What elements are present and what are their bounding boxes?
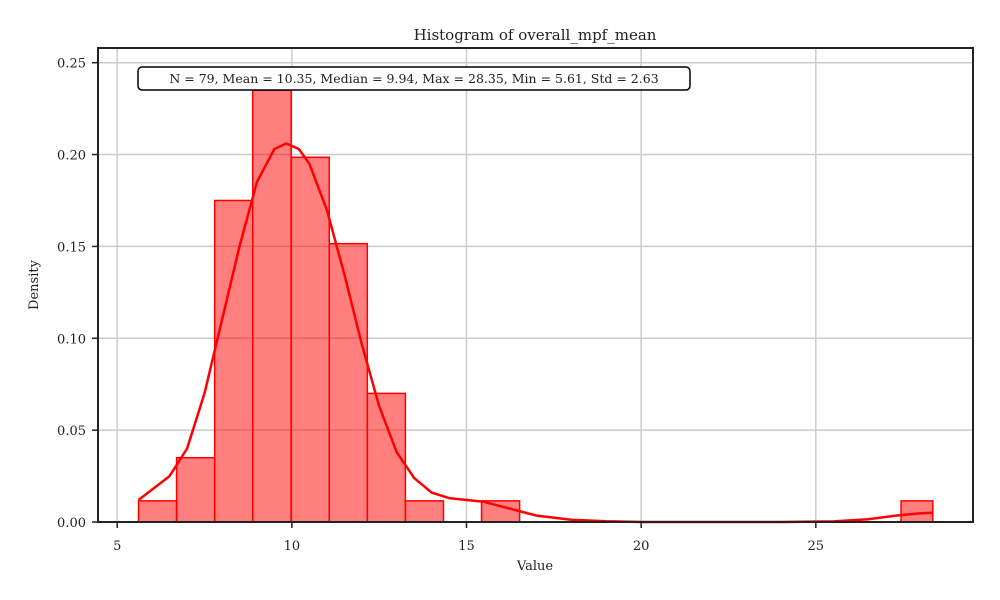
histogram-bar (404, 500, 445, 523)
y-tick-label: 0.25 (57, 57, 86, 72)
axes-layer (92, 47, 974, 528)
tick-labels: 5 10 15 20 25 0.00 0.05 0.10 0.15 0.20 0.25 (57, 57, 824, 554)
x-tick-label: 20 (633, 539, 650, 554)
stats-annotation-box (137, 66, 691, 91)
y-tick-label: 0.20 (57, 149, 86, 164)
stats-annotation-text: N = 79, Mean = 10.35, Median = 9.94, Max… (169, 71, 658, 86)
histogram-bar (480, 500, 521, 523)
x-tick-label: 10 (284, 539, 301, 554)
x-tick-label: 5 (113, 539, 121, 554)
y-axis-label: Density (27, 259, 42, 310)
y-tick-label: 0.05 (57, 424, 86, 439)
y-tick-label: 0.10 (57, 332, 86, 347)
y-tick-label: 0.15 (57, 240, 86, 255)
y-tick-label: 0.00 (57, 516, 86, 531)
histogram-bar (175, 456, 216, 523)
x-tick-label: 25 (808, 539, 825, 554)
histogram-bars (137, 89, 934, 523)
histogram-bar (251, 89, 292, 523)
histogram-bar (290, 156, 330, 523)
chart-title: Histogram of overall_mpf_mean (414, 26, 657, 44)
plot-frame (97, 47, 974, 523)
histogram-bar (900, 500, 934, 523)
x-axis-label: Value (516, 559, 553, 574)
x-tick-label: 15 (458, 539, 475, 554)
histogram-bar (213, 199, 254, 523)
histogram-bar (137, 500, 178, 523)
stats-annotation: N = 79, Mean = 10.35, Median = 9.94, Max… (137, 66, 691, 91)
